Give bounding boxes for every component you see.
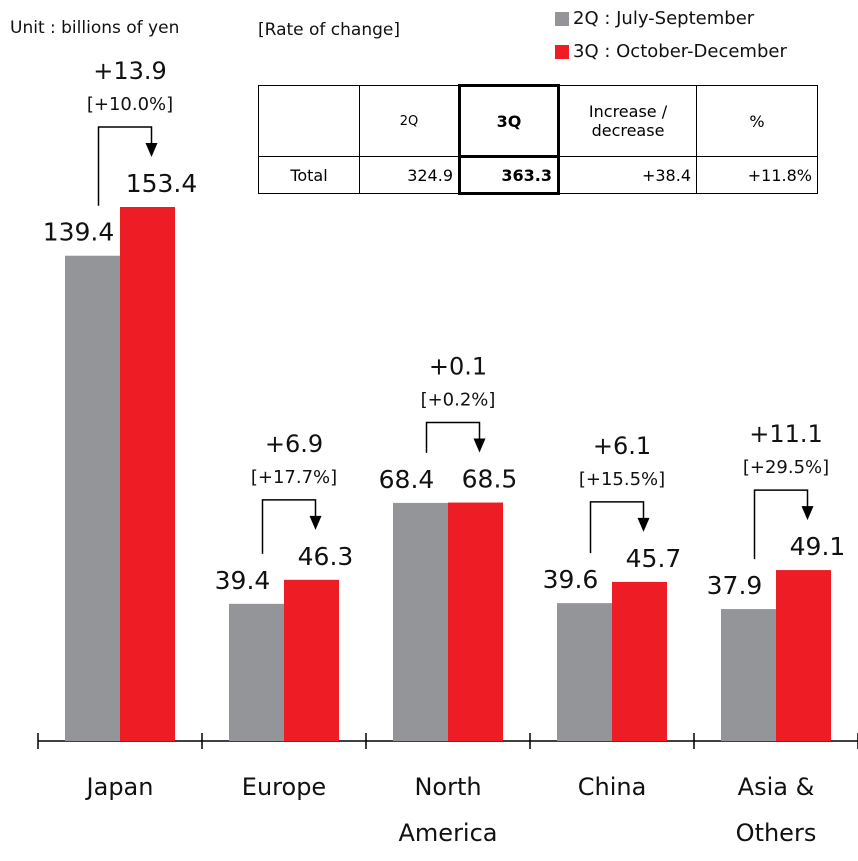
value-label: 49.1 bbox=[790, 532, 846, 561]
value-label: 139.4 bbox=[43, 218, 115, 247]
summary-table: 2Q 3Q Increase / decrease % Total 324.9 … bbox=[258, 84, 818, 195]
change-label: [+15.5%] bbox=[579, 469, 665, 490]
change-label: [+29.5%] bbox=[743, 457, 829, 478]
change-arrowhead bbox=[637, 517, 650, 532]
change-value: +6.9 bbox=[265, 430, 323, 458]
change-arrowhead bbox=[801, 506, 814, 521]
cell: 363.3 bbox=[458, 155, 560, 195]
x-tick-label: Asia & Others bbox=[736, 773, 817, 847]
bar bbox=[65, 255, 120, 741]
change-arrowhead bbox=[309, 515, 322, 530]
change-value: +0.1 bbox=[429, 353, 487, 381]
unit-note: Unit : billions of yen bbox=[10, 18, 179, 38]
row-label: Total bbox=[258, 156, 360, 194]
bar bbox=[229, 603, 284, 741]
change-bracket bbox=[425, 421, 481, 453]
change-value: +13.9 bbox=[93, 57, 167, 85]
bar bbox=[721, 609, 776, 741]
x-tick-label: Japan bbox=[85, 773, 154, 801]
bar bbox=[612, 581, 667, 741]
bar bbox=[284, 579, 339, 741]
bar bbox=[120, 207, 175, 741]
change-arrowhead bbox=[145, 143, 158, 157]
header-cell: % bbox=[696, 85, 818, 157]
cell: 324.9 bbox=[359, 156, 460, 194]
header-cell: 3Q bbox=[458, 84, 560, 158]
change-value: +11.1 bbox=[749, 420, 823, 448]
change-arrowhead bbox=[473, 438, 486, 453]
legend-label: 3Q : October-December bbox=[573, 41, 787, 62]
cell: +11.8% bbox=[696, 156, 818, 194]
cell: +38.4 bbox=[558, 156, 697, 194]
change-bracket bbox=[753, 489, 809, 560]
value-label: 68.5 bbox=[462, 465, 518, 494]
corner-cell bbox=[258, 85, 360, 157]
value-label: 68.4 bbox=[379, 465, 435, 494]
rate-note: [Rate of change] bbox=[258, 20, 400, 40]
value-label: 39.4 bbox=[215, 566, 271, 595]
bar bbox=[776, 570, 831, 741]
legend-swatch bbox=[555, 45, 569, 59]
legend-swatch bbox=[555, 12, 569, 26]
bar bbox=[557, 603, 612, 741]
change-label: [+17.7%] bbox=[251, 467, 337, 488]
value-label: 153.4 bbox=[126, 169, 198, 198]
value-label: 37.9 bbox=[707, 571, 763, 600]
header-cell: Increase / decrease bbox=[558, 85, 697, 157]
data-row: Total 324.9 363.3 +38.4 +11.8% bbox=[258, 155, 818, 195]
change-bracket bbox=[589, 501, 645, 554]
bar bbox=[393, 502, 448, 741]
header-cell: 2Q bbox=[359, 85, 460, 157]
legend-label: 2Q : July-September bbox=[573, 8, 755, 29]
header-row: 2Q 3Q Increase / decrease % bbox=[258, 84, 818, 158]
x-tick-label: China bbox=[578, 773, 647, 801]
change-value: +6.1 bbox=[593, 432, 651, 460]
change-label: [+0.2%] bbox=[421, 390, 496, 411]
value-label: 39.6 bbox=[543, 565, 599, 594]
value-label: 45.7 bbox=[626, 544, 682, 573]
change-label: [+10.0%] bbox=[87, 94, 173, 115]
value-label: 46.3 bbox=[298, 542, 354, 571]
change-bracket bbox=[261, 499, 317, 554]
change-bracket bbox=[97, 126, 153, 206]
x-tick-label: Europe bbox=[242, 773, 326, 801]
x-tick-label: North America bbox=[399, 773, 498, 847]
bar bbox=[448, 502, 503, 741]
